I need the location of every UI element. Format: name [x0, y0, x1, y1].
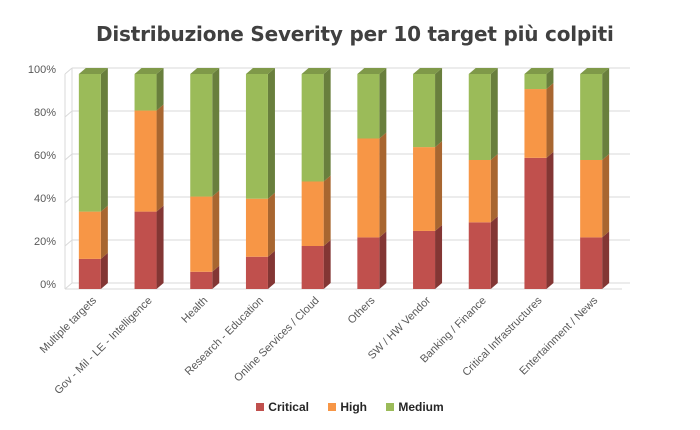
bar-critical	[78, 258, 101, 289]
bar-top-medium	[190, 68, 220, 74]
bar-side-high	[379, 132, 387, 238]
legend-label-critical: Critical	[268, 400, 309, 414]
bar-side-medium	[435, 68, 443, 148]
gridline-diagonal	[64, 282, 73, 290]
bar-side-high	[212, 190, 220, 272]
bar-high	[357, 138, 380, 238]
bar-top-medium	[245, 68, 275, 74]
bar-top-medium	[413, 68, 443, 74]
bar-side-critical	[267, 250, 275, 289]
legend-swatch-high	[328, 403, 337, 411]
bar-side-critical	[435, 224, 443, 289]
bar-critical	[301, 246, 324, 289]
x-tick-label: Health	[179, 295, 210, 326]
gridline-diagonal	[64, 67, 73, 75]
bar-side-medium	[602, 68, 610, 160]
bar-top-medium	[524, 68, 554, 74]
bar-side-critical	[490, 216, 498, 289]
bar-medium	[524, 74, 547, 90]
legend-label-medium: Medium	[398, 400, 444, 414]
bar-critical	[134, 211, 157, 289]
bar-top-medium	[580, 68, 610, 74]
bar-side-medium	[212, 68, 220, 197]
bar-side-critical	[323, 240, 331, 289]
bar-medium	[190, 74, 213, 197]
bar-medium	[134, 74, 157, 111]
y-tick-label: 80%	[34, 107, 56, 119]
bar-medium	[301, 74, 324, 182]
bar-side-medium	[379, 68, 387, 139]
bar-side-critical	[379, 231, 387, 289]
bar-high	[524, 89, 547, 158]
bar-side-high	[100, 205, 108, 259]
bar-high	[78, 211, 101, 259]
bar-medium	[357, 74, 380, 139]
bar-high	[301, 181, 324, 246]
bar-medium	[78, 74, 101, 212]
bar-high	[413, 147, 436, 231]
y-tick-label: 100%	[28, 64, 56, 76]
bar-top-medium	[468, 68, 498, 74]
gridline-diagonal	[64, 196, 73, 204]
bar-side-high	[156, 104, 164, 212]
bar-side-critical	[602, 231, 610, 289]
bar-side-high	[546, 83, 554, 158]
bar-critical	[357, 237, 380, 289]
legend-swatch-critical	[256, 403, 265, 411]
bar-high	[134, 110, 157, 212]
bar-side-high	[602, 154, 610, 238]
legend-item-medium: Medium	[386, 400, 444, 414]
legend-item-high: High	[328, 400, 367, 414]
bar-critical	[413, 230, 436, 289]
bar-critical	[245, 256, 268, 289]
gridline-diagonal	[64, 239, 73, 247]
bar-side-high	[323, 175, 331, 246]
gridline-diagonal	[64, 153, 73, 161]
bar-high	[245, 198, 268, 257]
bar-top-medium	[301, 68, 331, 74]
bar-side-critical	[546, 151, 554, 289]
bar-side-critical	[100, 252, 108, 289]
y-tick-label: 60%	[34, 150, 56, 162]
bar-side-high	[267, 192, 275, 257]
bar-top-medium	[134, 68, 164, 74]
x-tick-label: Multiple targets	[38, 294, 100, 356]
bar-top-medium	[357, 68, 387, 74]
bar-critical	[190, 271, 213, 289]
bar-side-critical	[156, 205, 164, 289]
bar-side-medium	[323, 68, 331, 182]
y-tick-label: 40%	[34, 193, 56, 205]
bar-medium	[468, 74, 491, 160]
bar-medium	[413, 74, 436, 148]
bar-side-medium	[100, 68, 108, 212]
y-tick-label: 20%	[34, 236, 56, 248]
legend-item-critical: Critical	[256, 400, 309, 414]
x-tick-label: Others	[346, 294, 378, 326]
bar-medium	[580, 74, 603, 160]
bar-critical	[580, 237, 603, 289]
bar-side-critical	[212, 265, 220, 289]
bar-side-medium	[546, 68, 554, 90]
bar-critical	[468, 222, 491, 289]
legend: Critical High Medium	[0, 400, 700, 414]
bar-side-high	[490, 154, 498, 223]
bar-side-medium	[267, 68, 275, 199]
gridline-diagonal	[64, 110, 73, 118]
bar-critical	[524, 157, 547, 289]
legend-swatch-medium	[386, 403, 395, 411]
chart-title: Distribuzione Severity per 10 target più…	[96, 22, 614, 46]
bar-side-medium	[156, 68, 164, 111]
x-tick-label: Gov - Mil - LE - Intelligence	[52, 295, 154, 397]
bar-side-medium	[490, 68, 498, 160]
bar-side-high	[435, 141, 443, 231]
legend-label-high: High	[340, 400, 367, 414]
bar-top-medium	[78, 68, 108, 74]
bar-high	[190, 196, 213, 272]
y-tick-label: 0%	[40, 279, 56, 291]
bar-high	[580, 160, 603, 238]
bar-medium	[245, 74, 268, 199]
bar-high	[468, 160, 491, 223]
